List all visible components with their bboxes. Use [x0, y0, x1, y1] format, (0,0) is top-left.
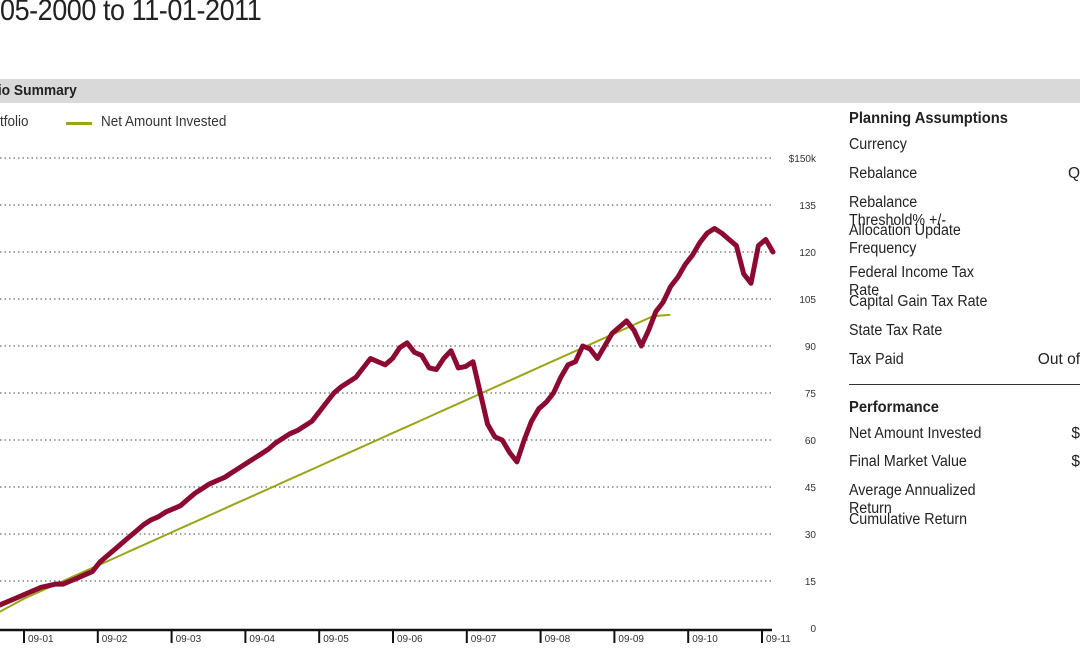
performance-heading: Performance	[849, 398, 940, 416]
performance-row-net-invested: Net Amount Invested $	[849, 423, 1080, 452]
row-value: Out of	[1037, 350, 1080, 368]
x-tick-label: 09-10	[692, 634, 718, 645]
row-label: Net Amount Invested	[849, 424, 982, 442]
section-divider	[849, 383, 1080, 385]
summary-panel: Planning Assumptions Currency Rebalance …	[849, 108, 1080, 538]
row-label: State Tax Rate	[849, 321, 943, 339]
legend-item-portfolio: ortfolio	[0, 113, 29, 130]
row-label: Tax Paid	[849, 350, 904, 368]
x-tick-label: 09-02	[102, 634, 128, 645]
y-tick-label: 105	[799, 295, 816, 306]
x-tick-label: 09-05	[323, 634, 349, 645]
growth-chart: 0 15 30 45 60 75 90 105 120 135 $150k 09-01 09-02 09-…	[0, 154, 817, 645]
report-title: 05-2000 to 11-01-2011	[0, 0, 262, 27]
row-value: $	[1071, 453, 1080, 471]
y-tick-label: 75	[805, 389, 817, 400]
planning-row-tax-paid: Tax Paid Out of	[849, 349, 1080, 378]
row-label: Average Annualized Return	[849, 482, 976, 518]
performance-row-annualized-return: Average Annualized Return	[849, 480, 1080, 517]
x-tick-label: 09-08	[545, 634, 571, 645]
planning-heading: Planning Assumptions	[849, 110, 1008, 127]
x-tick-label: 09-03	[176, 634, 202, 645]
x-tick-label: 09-06	[397, 634, 423, 645]
planning-row-rebalance: Rebalance Q	[849, 163, 1080, 192]
performance-row-final-value: Final Market Value $	[849, 451, 1080, 480]
y-tick-label: 135	[799, 201, 816, 212]
y-tick-label: 0	[810, 624, 816, 635]
legend-item-net-invested: Net Amount Invested	[101, 113, 227, 130]
planning-row-allocation-frequency: Allocation Update Frequency	[849, 220, 1080, 262]
section-header-bar: lio Summary	[0, 79, 1080, 103]
row-label: Cumulative Return	[849, 510, 968, 528]
section-title: lio Summary	[0, 82, 77, 99]
x-tick-label: 09-07	[471, 634, 497, 645]
y-tick-label: 30	[805, 530, 817, 541]
row-label: Capital Gain Tax Rate	[849, 293, 988, 311]
row-label: Final Market Value	[849, 453, 967, 471]
y-tick-label: 120	[799, 248, 816, 259]
y-tick-label: 15	[805, 577, 817, 588]
planning-row-federal-tax: Federal Income Tax Rate	[849, 262, 1080, 299]
planning-row-currency: Currency	[849, 134, 1080, 163]
legend-swatch-net	[66, 122, 92, 125]
y-tick-label: 90	[805, 342, 817, 353]
performance-table: Net Amount Invested $ Final Market Value…	[849, 423, 1080, 538]
row-label: Federal Income Tax Rate	[849, 264, 974, 300]
y-tick-label: $150k	[789, 154, 817, 165]
row-value: $	[1071, 424, 1080, 442]
row-label: Currency	[849, 136, 907, 153]
row-value: Q	[1067, 164, 1080, 182]
row-label: Rebalance Threshold% +/-	[849, 193, 947, 229]
portfolio-line	[0, 226, 776, 608]
planning-row-state-tax: State Tax Rate	[849, 320, 1080, 349]
row-label: Allocation Update Frequency	[849, 222, 961, 258]
planning-row-capital-gain-tax: Capital Gain Tax Rate	[849, 291, 1080, 320]
planning-table: Currency Rebalance Q Rebalance Threshold…	[849, 134, 1080, 378]
x-tick-label: 09-01	[28, 634, 54, 645]
planning-row-threshold: Rebalance Threshold% +/-	[849, 192, 1080, 229]
performance-row-cumulative-return: Cumulative Return	[849, 509, 1080, 538]
x-tick-label: 09-09	[618, 634, 644, 645]
y-tick-label: 45	[805, 483, 817, 494]
y-tick-label: 60	[805, 436, 817, 447]
x-tick-label: 09-04	[249, 634, 275, 645]
net-invested-line	[0, 313, 671, 613]
x-tick-label: 09-11	[766, 634, 791, 645]
row-label: Rebalance	[849, 164, 918, 182]
